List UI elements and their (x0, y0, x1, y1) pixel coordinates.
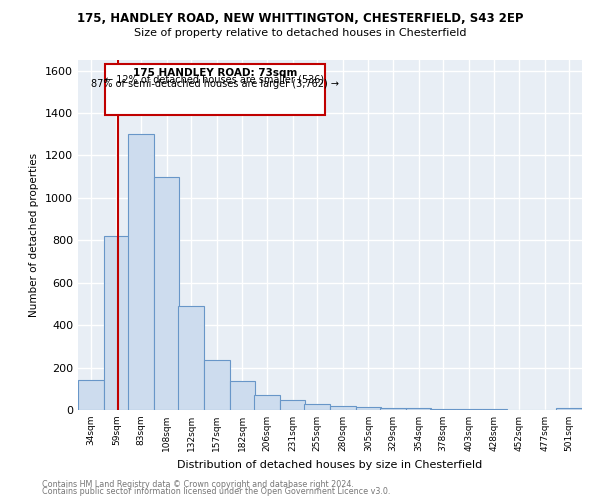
Bar (430, 409, 456, 410)
Bar (230, 382, 255, 410)
Bar (154, 176, 179, 410)
Text: Size of property relative to detached houses in Chesterfield: Size of property relative to detached ho… (134, 28, 466, 38)
Bar (78, 380, 104, 410)
Bar (178, 306, 204, 410)
Bar (204, 360, 230, 410)
X-axis label: Distribution of detached houses by size in Chesterfield: Distribution of detached houses by size … (178, 460, 482, 469)
Bar (380, 408, 406, 410)
Bar (406, 408, 431, 410)
Text: Contains public sector information licensed under the Open Government Licence v3: Contains public sector information licen… (42, 487, 391, 496)
Bar (456, 409, 482, 410)
Bar (104, 236, 129, 410)
Text: 87% of semi-detached houses are larger (3,762) →: 87% of semi-detached houses are larger (… (91, 79, 339, 89)
Bar (280, 400, 305, 410)
Y-axis label: Number of detached properties: Number of detached properties (29, 153, 40, 317)
Bar (254, 395, 280, 410)
Bar (304, 404, 330, 410)
Text: Contains HM Land Registry data © Crown copyright and database right 2024.: Contains HM Land Registry data © Crown c… (42, 480, 354, 489)
Bar (330, 406, 356, 410)
FancyBboxPatch shape (104, 64, 325, 115)
Bar (556, 408, 582, 410)
Bar (128, 134, 154, 410)
Text: 175, HANDLEY ROAD, NEW WHITTINGTON, CHESTERFIELD, S43 2EP: 175, HANDLEY ROAD, NEW WHITTINGTON, CHES… (77, 12, 523, 26)
Bar (356, 407, 381, 410)
Text: 175 HANDLEY ROAD: 73sqm: 175 HANDLEY ROAD: 73sqm (133, 68, 297, 78)
Text: ← 12% of detached houses are smaller (536): ← 12% of detached houses are smaller (53… (105, 74, 325, 85)
